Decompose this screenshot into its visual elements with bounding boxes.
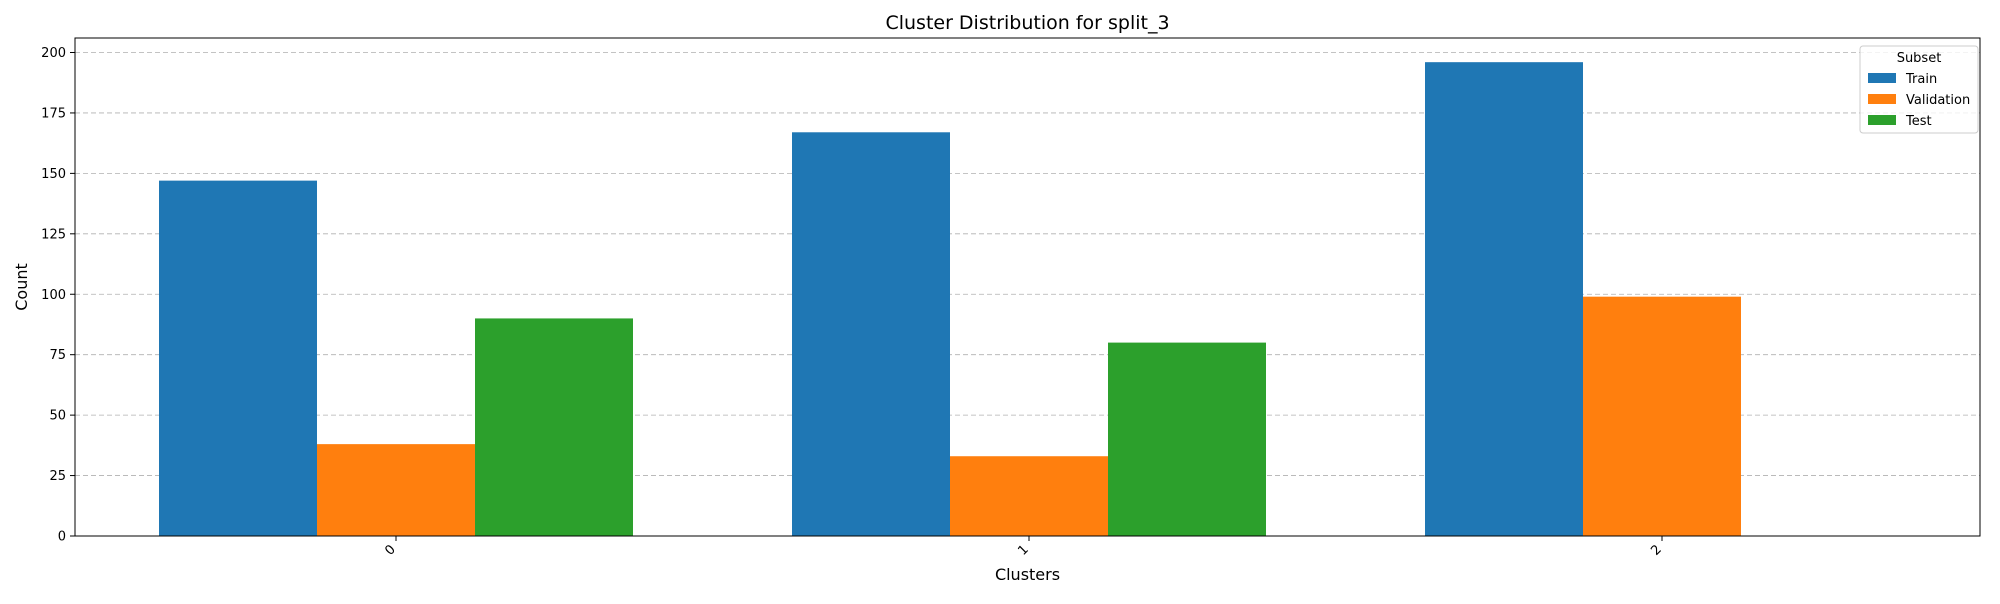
y-tick-label: 0 bbox=[58, 530, 66, 545]
legend-swatch-test bbox=[1868, 115, 1896, 125]
chart-title: Cluster Distribution for split_3 bbox=[885, 12, 1169, 34]
x-tick-label: 1 bbox=[1015, 542, 1031, 558]
legend-swatch-validation bbox=[1868, 94, 1896, 104]
y-tick-label: 175 bbox=[41, 106, 66, 121]
legend: Subset Train Validation Test bbox=[1859, 45, 1979, 134]
legend-swatch-train bbox=[1868, 73, 1896, 83]
bar-validation-cluster-1 bbox=[950, 456, 1108, 536]
y-tick-label: 125 bbox=[41, 227, 66, 242]
y-tick-label: 150 bbox=[41, 167, 66, 182]
plot-frame bbox=[74, 37, 1981, 537]
bar-validation-cluster-0 bbox=[317, 444, 475, 536]
bar-test-cluster-1 bbox=[1108, 342, 1266, 536]
bar-test-cluster-0 bbox=[475, 318, 633, 536]
x-axis: 0 1 2 bbox=[382, 536, 1665, 559]
bars-layer bbox=[159, 62, 1741, 537]
legend-items: Train Validation Test bbox=[1868, 72, 1970, 129]
bar-train-cluster-0 bbox=[159, 180, 317, 536]
y-tick-label: 200 bbox=[41, 46, 66, 61]
y-tick-label: 75 bbox=[49, 348, 66, 363]
legend-label-validation: Validation bbox=[1906, 93, 1970, 108]
legend-label-train: Train bbox=[1905, 72, 1937, 87]
legend-label-test: Test bbox=[1905, 114, 1932, 129]
y-tick-label: 25 bbox=[49, 469, 66, 484]
legend-title: Subset bbox=[1897, 51, 1942, 66]
bar-validation-cluster-2 bbox=[1583, 296, 1741, 536]
y-axis-label: Count bbox=[12, 263, 31, 311]
y-tick-label: 100 bbox=[41, 288, 66, 303]
x-tick-label: 2 bbox=[1648, 542, 1664, 558]
x-axis-label: Clusters bbox=[995, 565, 1060, 584]
legend-box bbox=[1859, 45, 1979, 134]
bar-train-cluster-2 bbox=[1425, 62, 1583, 537]
bar-train-cluster-1 bbox=[792, 132, 950, 536]
y-axis: 0 25 50 75 100 125 150 175 200 bbox=[41, 46, 75, 545]
x-tick-label: 0 bbox=[382, 542, 398, 558]
y-tick-label: 50 bbox=[49, 409, 66, 424]
